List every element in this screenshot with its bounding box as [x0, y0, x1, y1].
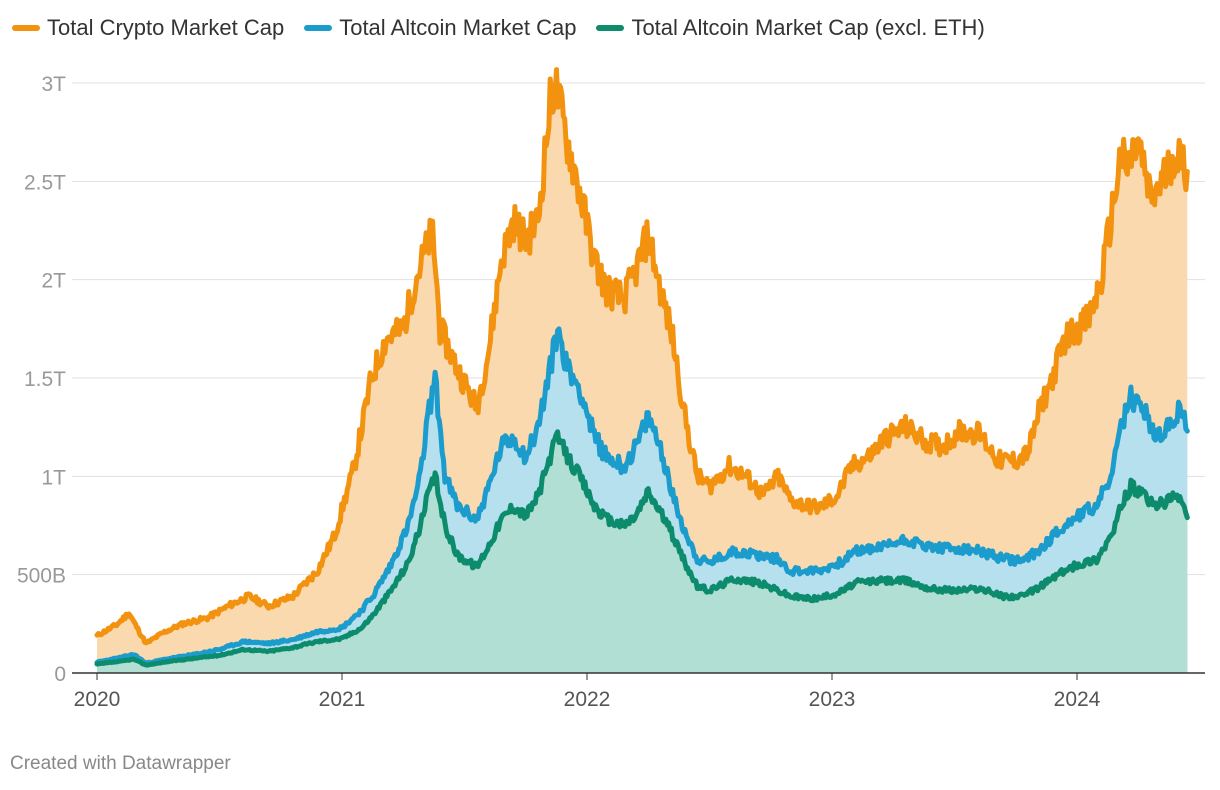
- y-tick-label: 1T: [41, 466, 66, 489]
- x-tick-label: 2023: [809, 688, 856, 711]
- line-total-crypto: [94, 67, 1190, 646]
- legend-label-total-altcoin: Total Altcoin Market Cap: [339, 15, 577, 40]
- legend-swatch-altcoin-excl-eth: [596, 25, 625, 31]
- area-layer: [97, 69, 1188, 674]
- line-layer: [94, 67, 1190, 668]
- x-tick-label: 2021: [319, 688, 366, 711]
- legend-swatch-total-altcoin: [304, 25, 333, 31]
- y-tick-label: 0: [54, 663, 66, 686]
- y-tick-label: 3T: [41, 73, 66, 96]
- legend-item-altcoin-excl-eth: Total Altcoin Market Cap (excl. ETH): [596, 15, 985, 41]
- legend-label-altcoin-excl-eth: Total Altcoin Market Cap (excl. ETH): [631, 15, 985, 40]
- datawrapper-credit: Created with Datawrapper: [10, 753, 231, 774]
- area-altcoin-excl-eth: [97, 431, 1188, 673]
- x-tick-label: 2020: [74, 688, 121, 711]
- chart-legend: Total Crypto Market Cap Total Altcoin Ma…: [12, 15, 1005, 41]
- line-total-altcoin: [94, 326, 1190, 666]
- legend-item-total-crypto: Total Crypto Market Cap: [12, 15, 284, 41]
- x-tick-label: 2022: [564, 688, 611, 711]
- legend-swatch-total-crypto: [12, 25, 40, 31]
- area-total-crypto: [97, 69, 1188, 674]
- axis-layer: 0 500B 1T 1.5T 2T 2.5T 3T 2020 2021 2022 2023 2024: [17, 73, 1205, 711]
- y-tick-label: 2.5T: [24, 171, 66, 194]
- legend-label-total-crypto: Total Crypto Market Cap: [47, 15, 285, 40]
- y-tick-label: 2T: [41, 270, 66, 293]
- line-altcoin-excl-eth: [94, 429, 1190, 668]
- legend-item-total-altcoin: Total Altcoin Market Cap: [304, 15, 576, 41]
- y-tick-label: 1.5T: [24, 368, 66, 391]
- x-tick-label: 2024: [1054, 688, 1101, 711]
- y-tick-label: 500B: [17, 565, 66, 588]
